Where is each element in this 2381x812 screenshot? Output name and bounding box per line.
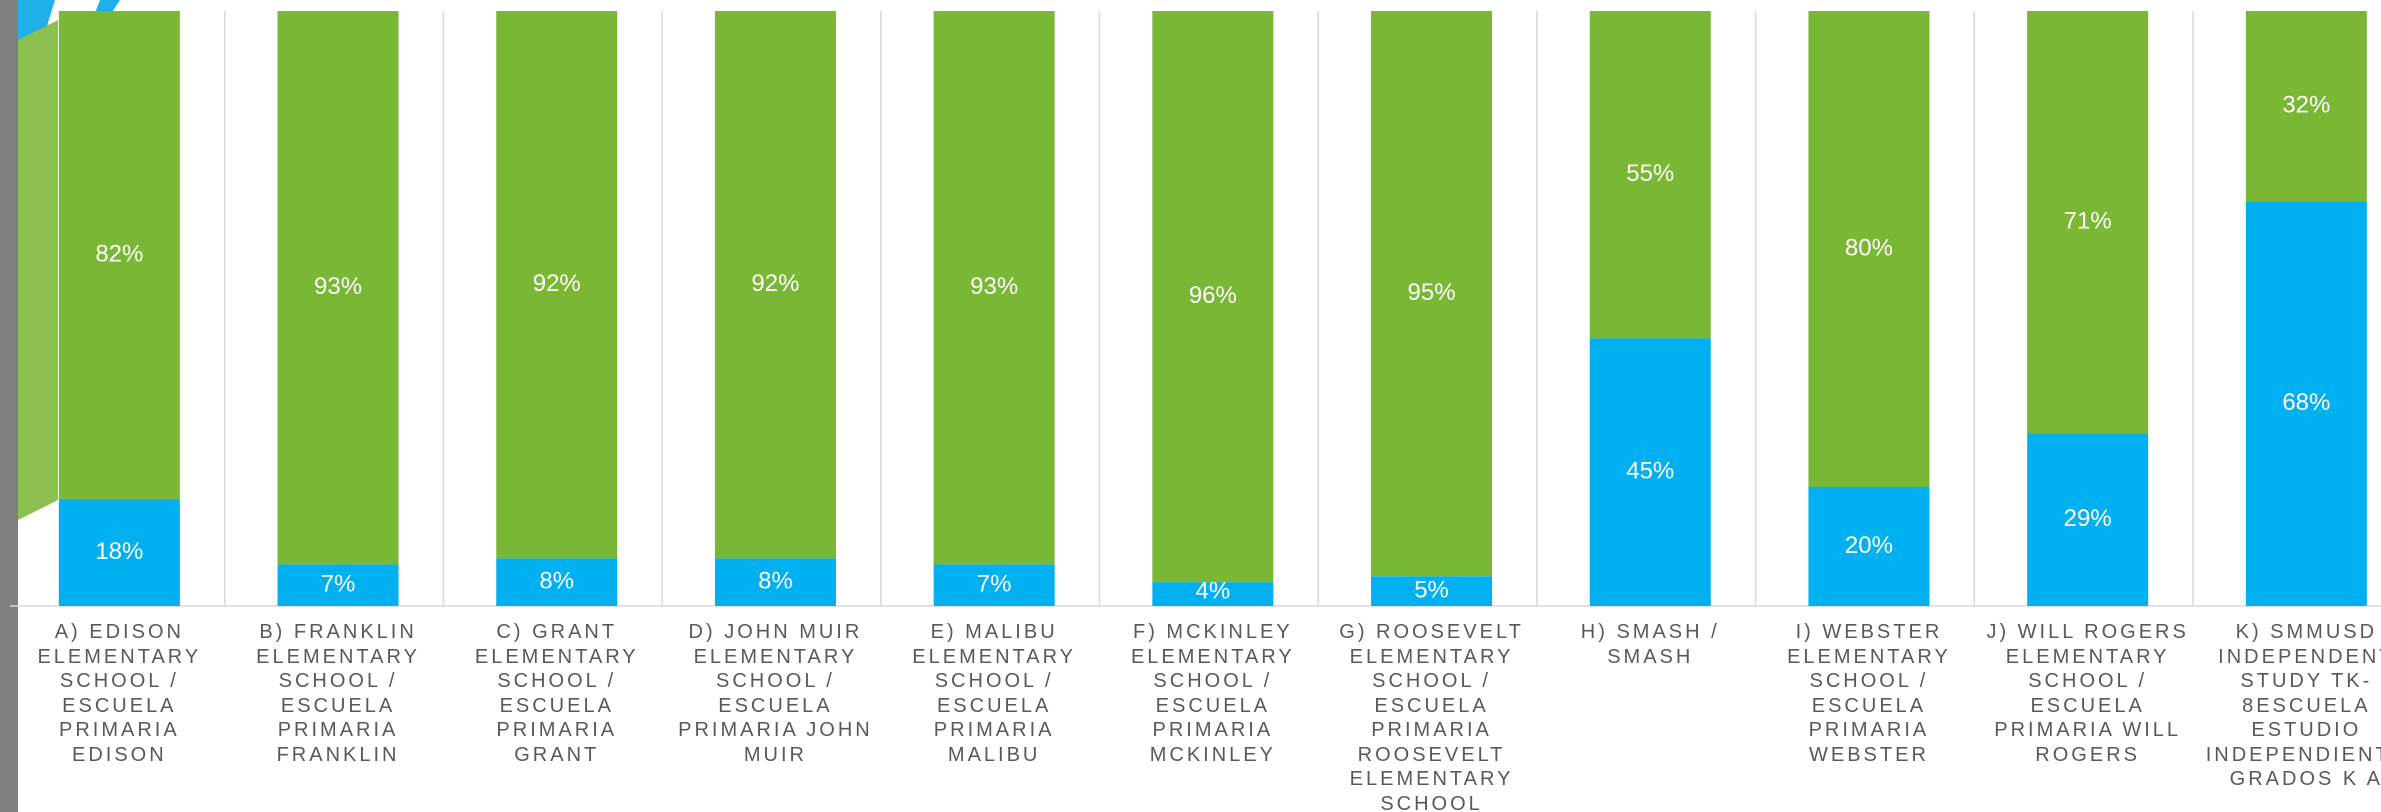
x-tick-label: I) WEBSTER ELEMENTARY SCHOOL / ESCUELA P… [1787,621,1951,766]
data-label: 7% [321,571,356,598]
decoration [18,20,58,520]
data-label: 82% [95,240,143,267]
data-label: 8% [758,568,793,595]
data-label: 92% [751,270,799,297]
data-label: 29% [2064,505,2112,532]
data-label: 80% [1845,234,1893,261]
data-label: 18% [95,538,143,565]
x-tick-label: J) WILL ROGERS ELEMENTARY SCHOOL / ESCUE… [1986,621,2189,766]
bar-segment [1152,11,1274,583]
x-tick-label: E) MALIBU ELEMENTARY SCHOOL / ESCUELA PR… [912,621,1077,766]
bar-segment [58,498,180,606]
x-tick-label: A) EDISON ELEMENTARY SCHOOL / ESCUELA PR… [37,621,202,766]
bar-segment [1589,338,1711,606]
data-label: 68% [2282,389,2330,416]
x-tick-label: H) SMASH / SMASH [1580,621,1720,668]
x-tick-label: G) ROOSEVELT ELEMENTARY SCHOOL / ESCUELA… [1339,621,1524,812]
x-tick-label: B) FRANKLIN ELEMENTARY SCHOOL / ESCUELA … [256,621,420,766]
bar-segment [2245,201,2367,606]
data-label: 55% [1626,160,1674,187]
bar-segment [1371,576,1493,606]
bar-segment [277,564,399,606]
x-tick-label: K) SMMUSD INDEPENDENT STUDY TK-8ESCUELA … [2205,621,2381,790]
data-label: 96% [1189,282,1237,309]
bar-segment [714,558,836,606]
data-label: 45% [1626,457,1674,484]
data-label: 93% [970,273,1018,300]
bar-segment [1589,11,1711,339]
bar-segment [58,11,180,499]
bar-segment [496,558,618,606]
x-tick-label: D) JOHN MUIR ELEMENTARY SCHOOL / ESCUELA… [678,621,873,766]
bar-segment [1152,582,1274,606]
bar-segment [277,11,399,565]
data-label: 20% [1845,532,1893,559]
bar-segment [1808,487,1930,606]
data-label: 8% [539,568,574,595]
data-label: 5% [1414,576,1449,603]
data-label: 93% [314,273,362,300]
bar-segment [1371,11,1493,577]
bar-segment [933,564,1055,606]
bar-segment [2027,433,2149,606]
bar-segment [496,11,618,559]
bar-segment [714,11,836,559]
x-tick-label: F) MCKINLEY ELEMENTARY SCHOOL / ESCUELA … [1130,621,1295,766]
data-label: 95% [1408,279,1456,306]
bar-segment [933,11,1055,565]
data-label: 71% [2064,208,2112,235]
data-label: 92% [533,270,581,297]
bar-segment [2245,11,2367,202]
bar-segment [1808,11,1930,487]
x-tick-label: C) GRANT ELEMENTARY SCHOOL / ESCUELA PRI… [474,621,639,766]
side-bar [0,0,18,812]
data-label: 7% [977,571,1012,598]
bar-segment [2027,11,2149,434]
data-label: 32% [2282,92,2330,119]
